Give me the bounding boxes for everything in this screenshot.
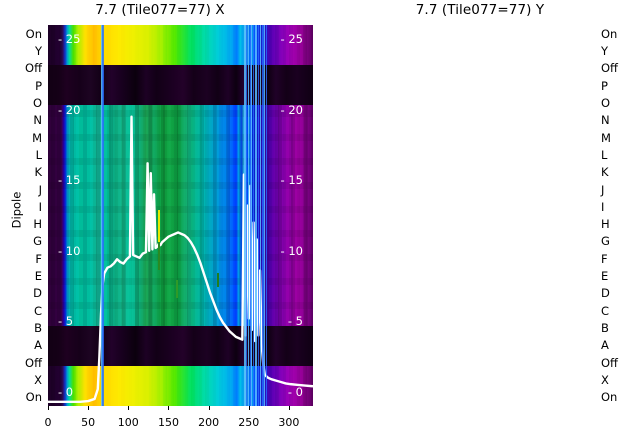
band-top-dark — [48, 65, 313, 105]
y-tick-label: - 25 — [58, 32, 81, 47]
category-label: A — [34, 338, 42, 353]
category-label: K — [34, 165, 42, 180]
y-tick-label: - 20 — [280, 102, 303, 117]
category-label: B — [34, 321, 42, 336]
x-axis-x: 0 50 100 150 200 250 300 — [44, 406, 313, 430]
heatmap-x[interactable]: - 0 - 5 - 10 - 15 - 20 - 25 - 0 - 5 - 10 - 15 - 20… — [48, 25, 313, 406]
category-label: Off — [25, 61, 42, 76]
x-tick-mark — [288, 406, 290, 410]
category-label: D — [33, 286, 42, 301]
y-tick-label: - 25 — [280, 32, 303, 47]
category-label: On — [601, 26, 618, 41]
x-tick-label: 300 — [278, 416, 300, 429]
category-label: Off — [601, 355, 618, 370]
category-label: N — [33, 113, 42, 128]
category-label: O — [32, 95, 42, 110]
category-label: F — [601, 251, 608, 266]
flag-marker — [176, 280, 179, 298]
x-tick-mark — [248, 406, 250, 410]
category-label: I — [601, 199, 605, 214]
y-tick-label: - 15 — [280, 173, 303, 188]
x-tick-mark — [208, 406, 210, 410]
x-tick-label: 200 — [198, 416, 220, 429]
band-top-sentinel — [48, 25, 313, 65]
y-tick-label: - 10 — [58, 243, 81, 258]
category-label: L — [35, 147, 42, 162]
x-tick-mark — [48, 406, 49, 410]
category-label: E — [601, 269, 609, 284]
category-label: B — [601, 321, 609, 336]
category-label: P — [35, 78, 42, 93]
y-tick-label: - 20 — [58, 102, 81, 117]
x-tick-mark — [88, 406, 90, 410]
flag-marker — [158, 242, 160, 270]
category-label: H — [33, 217, 42, 232]
category-label: E — [34, 269, 42, 284]
category-label: X — [601, 373, 609, 388]
y-tick-label: - 0 — [287, 385, 303, 399]
x-tick-label: 100 — [117, 416, 139, 429]
x-tick-mark — [128, 406, 130, 410]
category-label: M — [601, 130, 611, 145]
category-label: J — [38, 182, 42, 197]
category-label: N — [601, 113, 610, 128]
y-tick-label: - 15 — [58, 173, 81, 188]
y-tick-label: - 5 — [287, 314, 303, 329]
panel-title-y: 7.7 (Tile077=77) Y — [415, 2, 545, 18]
x-tick-label: 0 — [44, 416, 52, 429]
panel-title-x: 7.7 (Tile077=77) X — [95, 2, 225, 18]
x-tick-label: 250 — [238, 416, 260, 429]
category-label: X — [34, 373, 42, 388]
category-label: Y — [601, 43, 609, 58]
category-label: J — [601, 182, 605, 197]
trace-line — [48, 117, 313, 402]
flag-marker — [158, 210, 160, 242]
category-label: On — [25, 26, 42, 41]
band-bottom-dark — [48, 325, 313, 366]
category-label: On — [601, 390, 618, 405]
y-tick-label: - 0 — [58, 385, 74, 399]
flag-marker — [217, 273, 220, 287]
x-tick-mark — [168, 406, 170, 410]
category-label: A — [601, 338, 609, 353]
y-tick-label: - 10 — [280, 243, 303, 258]
category-label: P — [601, 78, 608, 93]
category-label: Off — [601, 61, 618, 76]
category-label: M — [32, 130, 42, 145]
category-label: O — [601, 95, 611, 110]
panel-y: 7.7 (Tile077=77) Y - 0- 5- 10- 15- 20- 2… — [320, 0, 640, 440]
panel-x: 7.7 (Tile077=77) X - 0 - 5 - 10 - 15 - 20 - 2… — [25, 2, 313, 430]
category-label: L — [601, 147, 608, 162]
trace-x — [48, 25, 313, 406]
x-tick-label: 50 — [81, 416, 96, 429]
category-label: Off — [25, 355, 42, 370]
category-label: H — [601, 217, 610, 232]
x-tick-label: 150 — [157, 416, 179, 429]
category-label: I — [38, 199, 42, 214]
category-label: On — [25, 390, 42, 405]
category-label: C — [33, 303, 42, 318]
category-label: C — [601, 303, 610, 318]
y-tick-label: - 5 — [58, 314, 74, 329]
category-label: G — [33, 234, 42, 249]
category-label: F — [35, 251, 42, 266]
category-label: D — [601, 286, 610, 301]
band-main-data — [48, 105, 313, 326]
category-label: G — [601, 234, 610, 249]
category-label: K — [601, 165, 609, 180]
category-label: Y — [34, 43, 42, 58]
